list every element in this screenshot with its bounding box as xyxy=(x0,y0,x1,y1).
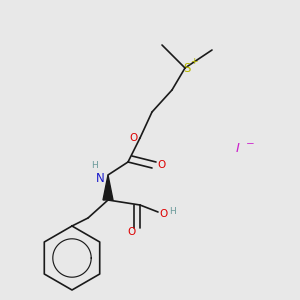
Text: H: H xyxy=(91,161,98,170)
Text: H: H xyxy=(169,206,176,215)
Text: O: O xyxy=(130,133,138,143)
Polygon shape xyxy=(103,175,113,200)
Text: O: O xyxy=(157,160,165,170)
Text: I: I xyxy=(236,142,240,154)
Text: N: N xyxy=(96,172,104,184)
Text: O: O xyxy=(159,209,167,219)
Text: S: S xyxy=(183,61,191,74)
Text: +: + xyxy=(190,56,198,65)
Text: −: − xyxy=(246,139,254,149)
Text: O: O xyxy=(128,227,136,237)
